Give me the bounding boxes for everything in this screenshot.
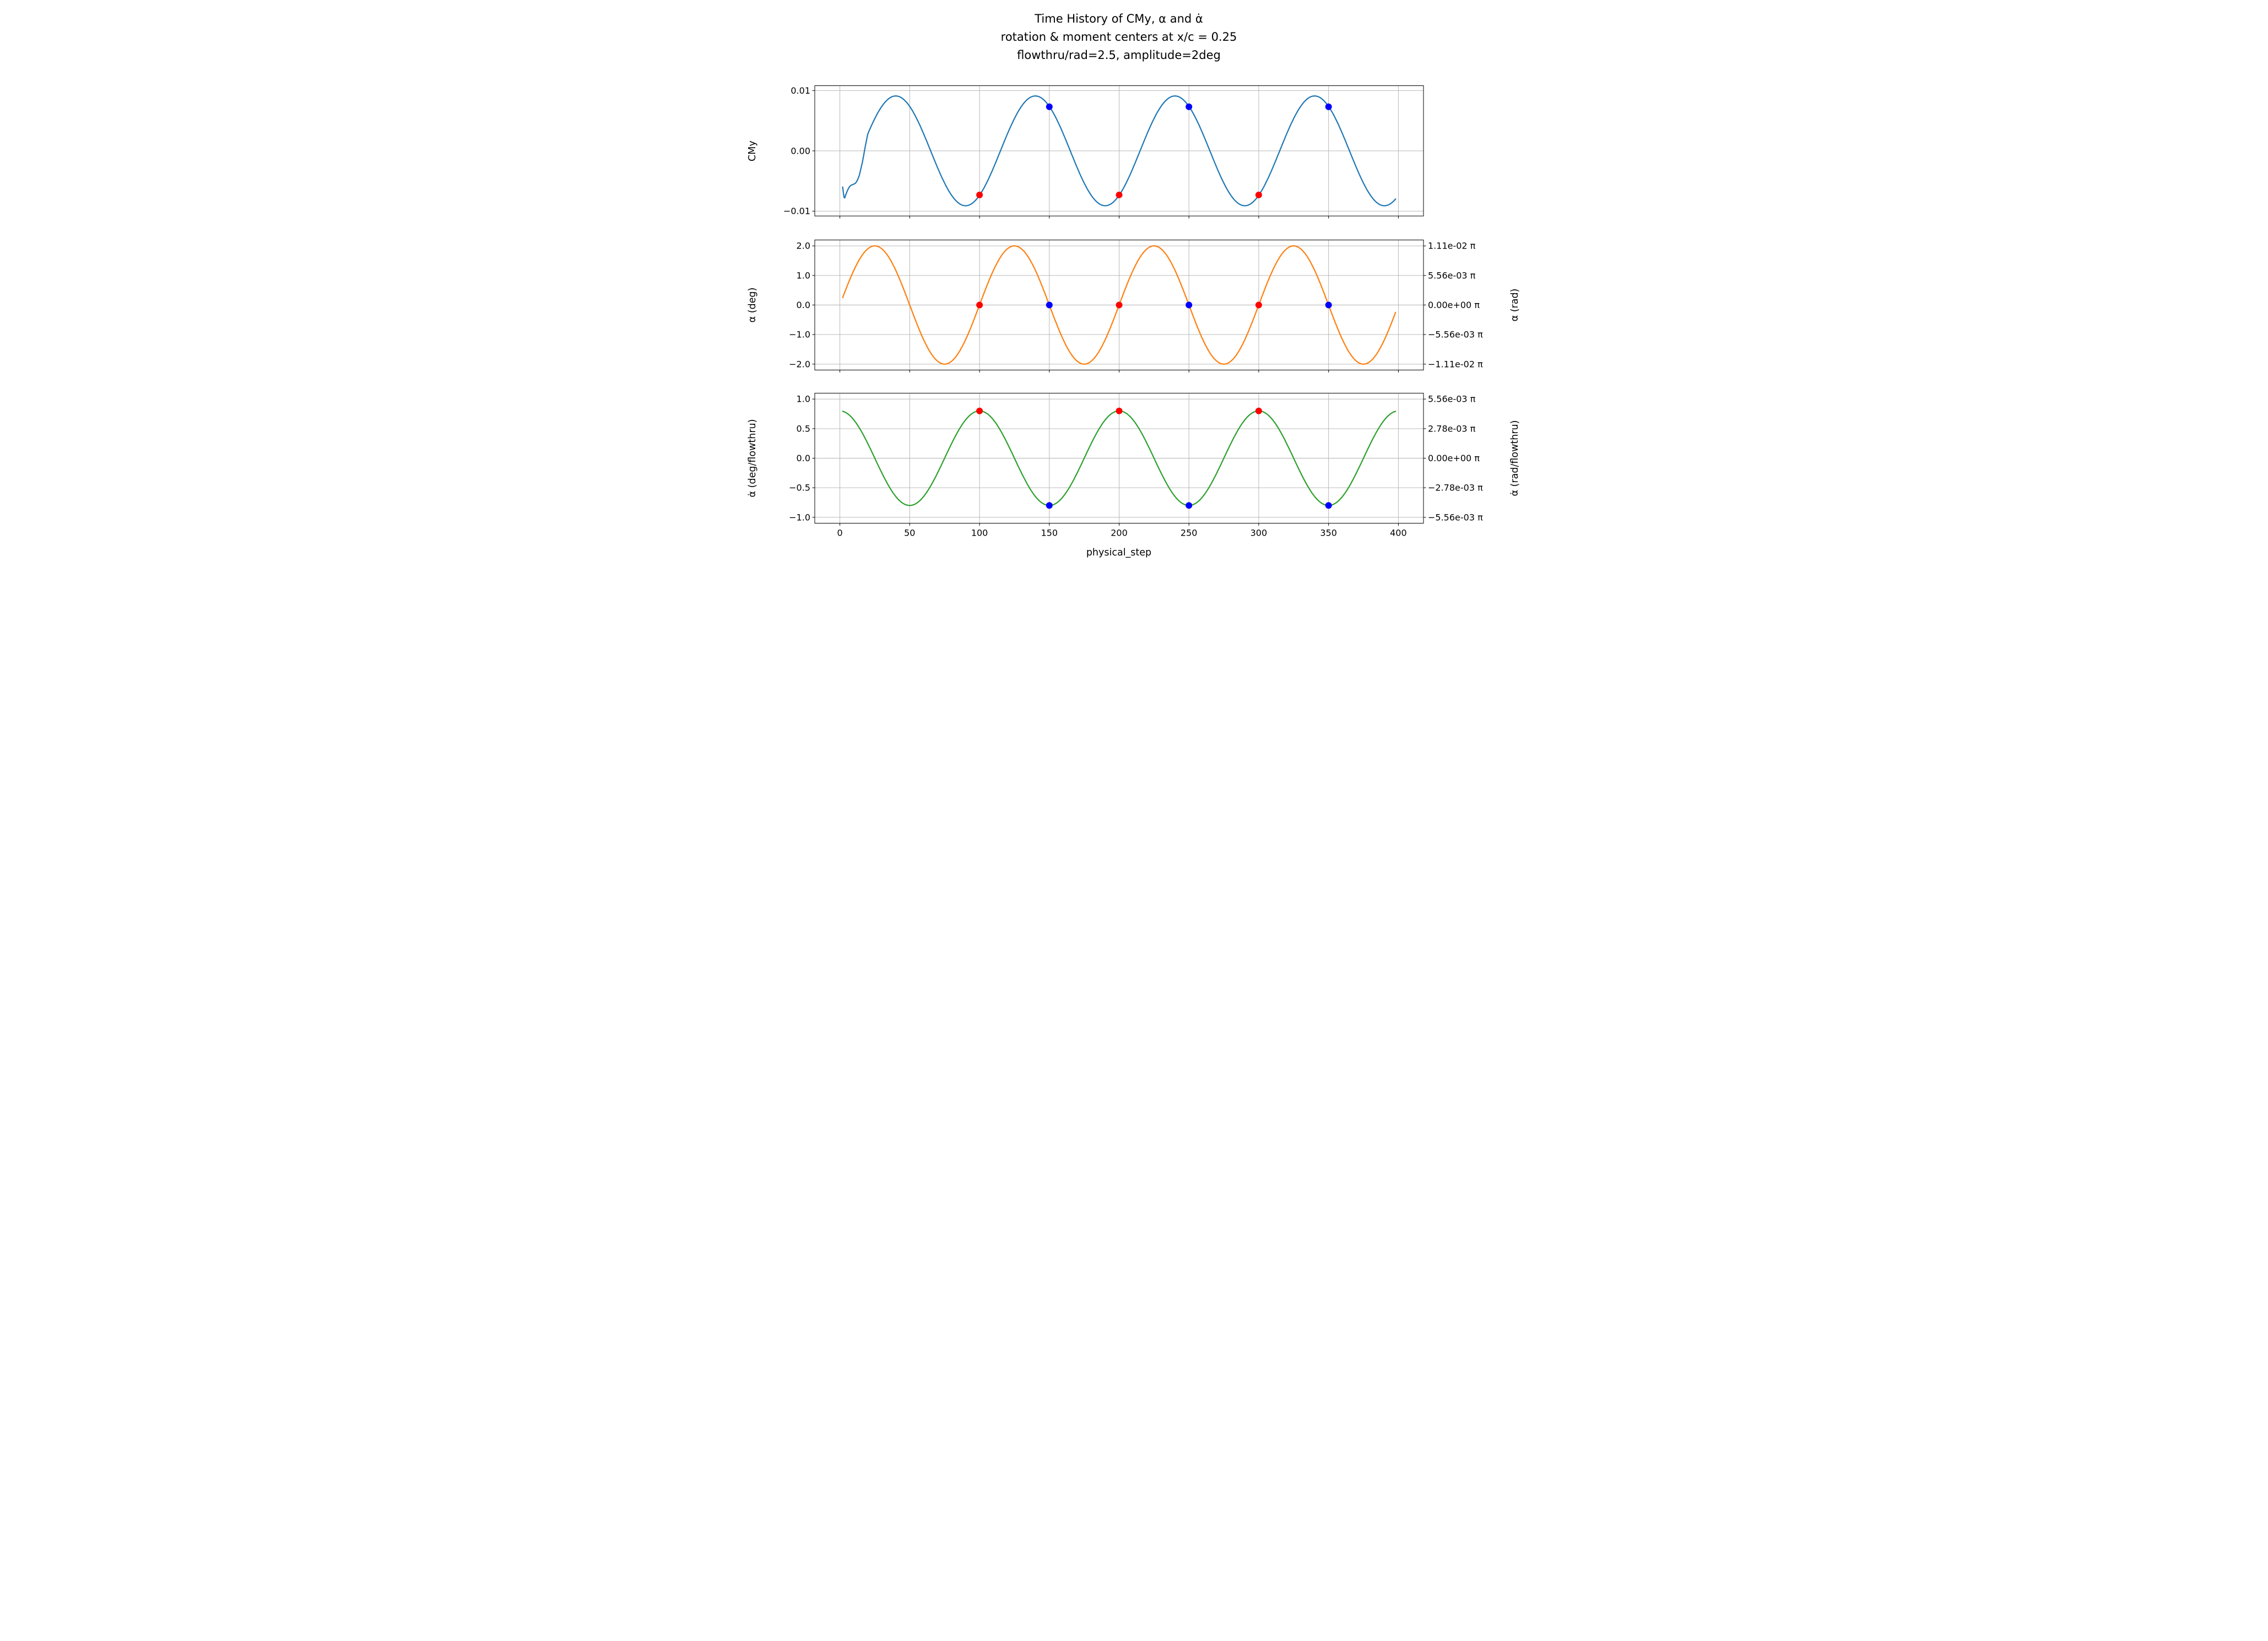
y-tick-right-label: 2.78e-03 π (1428, 423, 1476, 434)
y-axis-label-alphadot-rad: α̇ (rad/flowthru) (1509, 420, 1520, 496)
subplot-alpha: 2.0 1.0 0.0 −1.0 −2.0 1.11e-02 π 5.56e-03 π 0.0… (789, 240, 1483, 373)
y-tick-label: −0.01 (783, 206, 810, 217)
y-tick-label: 2.0 (796, 241, 810, 251)
y-tick-label: −2.0 (789, 359, 810, 369)
blue-marker (1185, 103, 1192, 110)
plots-group: 0.010.00−0.012.01.00.0−1.0−2.01.11e-02 π… (783, 85, 1482, 538)
subplot-cmy: 0.01 0.00 −0.01 (783, 85, 1423, 219)
blue-marker (1325, 502, 1332, 509)
blue-marker (1325, 301, 1332, 309)
y-tick-label: 1.0 (796, 270, 810, 280)
blue-marker (1185, 301, 1192, 309)
y-tick-label: −1.0 (789, 512, 810, 522)
y-tick-label: 0.0 (796, 300, 810, 310)
chart-title-line-2: rotation & moment centers at x/c = 0.25 (1000, 30, 1237, 44)
x-tick-label: 200 (1111, 528, 1128, 538)
red-marker (1255, 407, 1262, 414)
y-axis-label-alphadot-deg: α̇ (deg/flowthru) (747, 419, 758, 498)
blue-marker (1046, 103, 1053, 110)
x-tick-label: 150 (1041, 528, 1058, 538)
x-tick-label: 350 (1320, 528, 1337, 538)
x-axis-label: physical_step (1086, 547, 1151, 558)
y-tick-label: −1.0 (789, 330, 810, 340)
y-tick-label: 0.5 (796, 423, 810, 434)
figure: 0.01 0.00 −0.01 2.0 1.0 0.0 −1.0 −2.0 1.11e-02 π… (737, 0, 1531, 574)
y-tick-right-label: 5.56e-03 π (1428, 270, 1476, 280)
x-tick-label: 300 (1250, 528, 1267, 538)
y-tick-right-label: −5.56e-03 π (1428, 330, 1483, 340)
red-marker (1116, 301, 1122, 309)
y-tick-label: 0.01 (791, 85, 810, 96)
x-tick-label: 400 (1390, 528, 1407, 538)
y-tick-right-label: 0.00e+00 π (1428, 300, 1480, 310)
y-tick-label: −0.5 (789, 483, 810, 493)
y-tick-label: 1.0 (796, 394, 810, 404)
y-tick-right-label: 5.56e-03 π (1428, 394, 1476, 404)
chart-title-line-1: Time History of CMy, α and α̇ (1034, 12, 1203, 25)
red-marker (1116, 191, 1122, 198)
red-marker (1255, 191, 1262, 198)
y-tick-right-label: −1.11e-02 π (1428, 359, 1483, 369)
y-tick-right-label: 0.00e+00 π (1428, 453, 1480, 463)
chart-title-line-3: flowthru/rad=2.5, amplitude=2deg (1017, 48, 1221, 62)
blue-marker (1185, 502, 1192, 509)
blue-marker (1325, 103, 1332, 110)
y-tick-right-label: −5.56e-03 π (1428, 512, 1483, 522)
y-tick-label: 0.0 (796, 453, 810, 463)
red-marker (976, 191, 983, 198)
red-marker (976, 407, 983, 414)
y-tick-right-label: −2.78e-03 π (1428, 483, 1483, 493)
y-axis-label-alpha-deg: α (deg) (747, 288, 758, 323)
blue-marker (1046, 502, 1053, 509)
x-tick-label: 250 (1180, 528, 1197, 538)
red-marker (1116, 407, 1122, 414)
y-axis-label-cmy: CMy (747, 141, 758, 161)
x-tick-label: 0 (837, 528, 842, 538)
x-tick-label: 50 (904, 528, 915, 538)
y-tick-label: 0.00 (791, 145, 810, 156)
y-tick-right-label: 1.11e-02 π (1428, 241, 1476, 251)
red-marker (1255, 301, 1262, 309)
blue-marker (1046, 301, 1053, 309)
y-axis-label-alpha-rad: α (rad) (1509, 289, 1520, 322)
subplot-alphadot: 0 50 100 150 200 250 300 350 400 1.0 0.5 0.0 −0.5 −1.… (789, 393, 1483, 538)
red-marker (976, 301, 983, 309)
x-tick-label: 100 (971, 528, 988, 538)
time-history-chart: 0.010.00−0.012.01.00.0−1.0−2.01.11e-02 π… (747, 12, 1520, 558)
